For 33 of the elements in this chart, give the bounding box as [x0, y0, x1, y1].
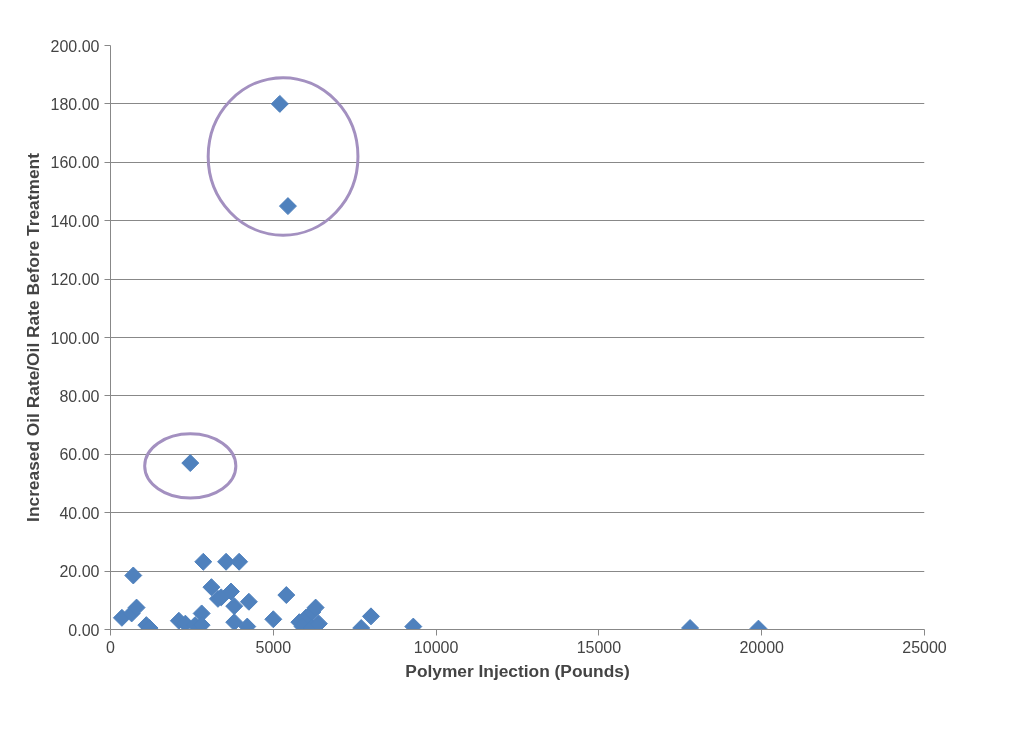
- x-tick-label: 5000: [255, 638, 292, 656]
- point: [277, 586, 296, 605]
- x-axis-title: Polymer Injection (Pounds): [405, 660, 630, 681]
- point: [278, 197, 297, 216]
- point: [239, 592, 258, 611]
- point: [361, 607, 380, 626]
- point: [124, 566, 143, 585]
- point: [181, 454, 200, 473]
- y-tick-label: 0.00: [68, 621, 100, 639]
- y-tick-label: 200.00: [50, 37, 100, 55]
- y-tick-label: 100.00: [50, 329, 100, 347]
- point: [194, 552, 213, 571]
- y-tick-label: 140.00: [50, 212, 100, 230]
- y-tick-label: 160.00: [50, 154, 100, 172]
- x-tick-label: 15000: [576, 638, 622, 656]
- point: [270, 94, 289, 113]
- y-tick-label: 180.00: [50, 95, 100, 113]
- x-tick-label: 0: [106, 638, 116, 656]
- point: [225, 597, 244, 616]
- y-tick-label: 120.00: [50, 271, 100, 289]
- y-tick-label: 40.00: [59, 504, 100, 522]
- point: [221, 582, 240, 601]
- point: [230, 552, 249, 571]
- y-tick-label: 60.00: [59, 446, 100, 464]
- point: [202, 578, 221, 597]
- point: [225, 613, 244, 630]
- x-tick-label: 10000: [413, 638, 459, 656]
- y-tick-label: 20.00: [59, 563, 100, 581]
- y-axis-title: Increased Oil Rate/Oil Rate Before Treatment: [22, 152, 43, 522]
- y-tick-label: 80.00: [59, 387, 100, 405]
- x-tick-label: 25000: [902, 638, 947, 656]
- point: [264, 610, 283, 629]
- x-tick-label: 20000: [739, 638, 785, 656]
